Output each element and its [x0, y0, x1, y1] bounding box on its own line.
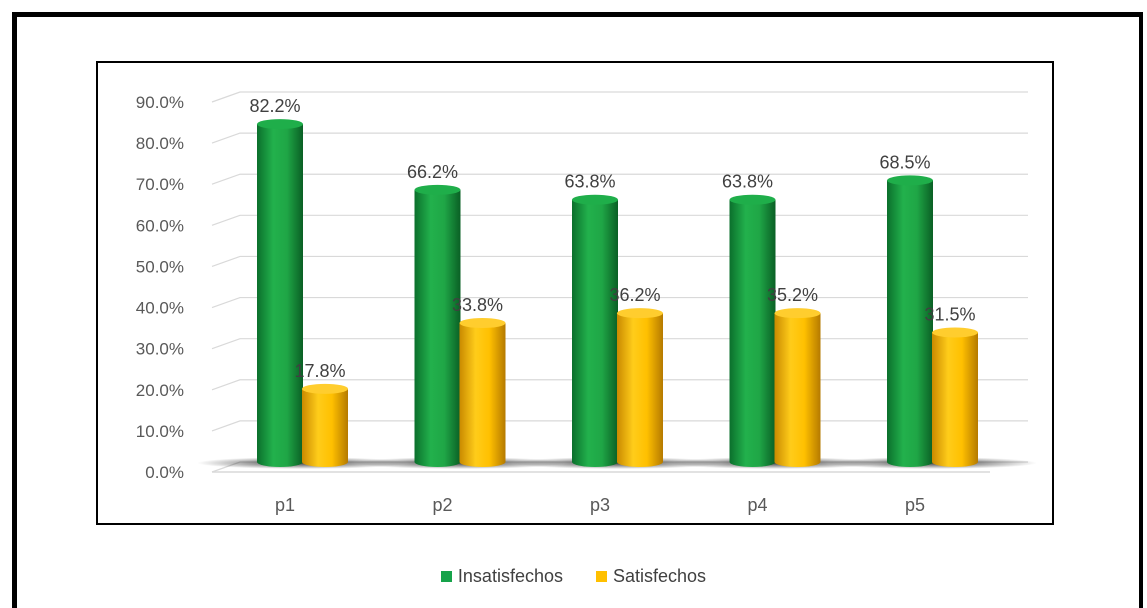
bar-satisfechos-p5	[932, 332, 978, 467]
data-label: 31.5%	[924, 305, 975, 325]
bar-insatisfechos-p1	[257, 124, 303, 468]
data-label: 36.2%	[609, 285, 660, 305]
y-tick-label: 20.0%	[136, 381, 184, 400]
data-label: 66.2%	[407, 162, 458, 182]
data-label: 17.8%	[294, 361, 345, 381]
data-label: 63.8%	[722, 172, 773, 192]
bar-cap	[887, 175, 933, 186]
x-tick-label: p4	[747, 495, 767, 515]
legend-label-satisfechos: Satisfechos	[613, 566, 707, 586]
bar-insatisfechos-p4	[729, 199, 776, 467]
bar-cap	[774, 308, 821, 319]
data-label: 68.5%	[879, 152, 930, 172]
y-tick-label: 50.0%	[136, 257, 184, 276]
legend-item-insatisfechos: Insatisfechos	[440, 566, 563, 587]
bar-cap	[302, 383, 348, 394]
bar-insatisfechos-p5	[887, 180, 933, 467]
legend-swatch-insatisfechos	[440, 571, 452, 582]
y-tick-label: 80.0%	[136, 134, 184, 153]
bar-cap	[617, 308, 663, 319]
x-tick-label: p3	[590, 495, 610, 515]
y-tick-label: 10.0%	[136, 422, 184, 441]
bar-satisfechos-p1	[302, 388, 348, 467]
bar-satisfechos-p3	[617, 313, 663, 467]
y-tick-label: 40.0%	[136, 299, 184, 318]
bar-satisfechos-p2	[459, 323, 506, 467]
legend-label-insatisfechos: Insatisfechos	[457, 566, 563, 586]
legend-item-satisfechos: Satisfechos	[596, 566, 706, 587]
data-label: 33.8%	[452, 295, 503, 315]
bar-cap	[572, 194, 618, 205]
legend-swatch-satisfechos	[596, 571, 607, 582]
legend: Insatisfechos Satisfechos	[0, 566, 1147, 587]
y-tick-label: 90.0%	[136, 93, 184, 112]
y-tick-label: 0.0%	[145, 463, 184, 482]
gridline	[211, 132, 1028, 144]
data-label: 63.8%	[564, 172, 615, 192]
x-tick-label: p1	[275, 495, 295, 515]
bar-cap	[414, 184, 461, 195]
bar-insatisfechos-p3	[572, 199, 618, 467]
data-label: 82.2%	[249, 96, 300, 116]
bar-insatisfechos-p2	[414, 189, 461, 467]
bar-cap	[257, 119, 303, 130]
gridline	[211, 91, 1028, 103]
y-tick-label: 70.0%	[136, 175, 184, 194]
bar-satisfechos-p4	[774, 313, 821, 467]
x-tick-label: p5	[905, 495, 925, 515]
y-tick-label: 60.0%	[136, 216, 184, 235]
bar-cap	[932, 327, 978, 338]
bar-cap	[459, 318, 506, 329]
x-tick-label: p2	[432, 495, 452, 515]
bar-cap	[729, 194, 776, 205]
gridline	[211, 173, 1028, 185]
y-tick-label: 30.0%	[136, 340, 184, 359]
data-label: 35.2%	[767, 285, 818, 305]
